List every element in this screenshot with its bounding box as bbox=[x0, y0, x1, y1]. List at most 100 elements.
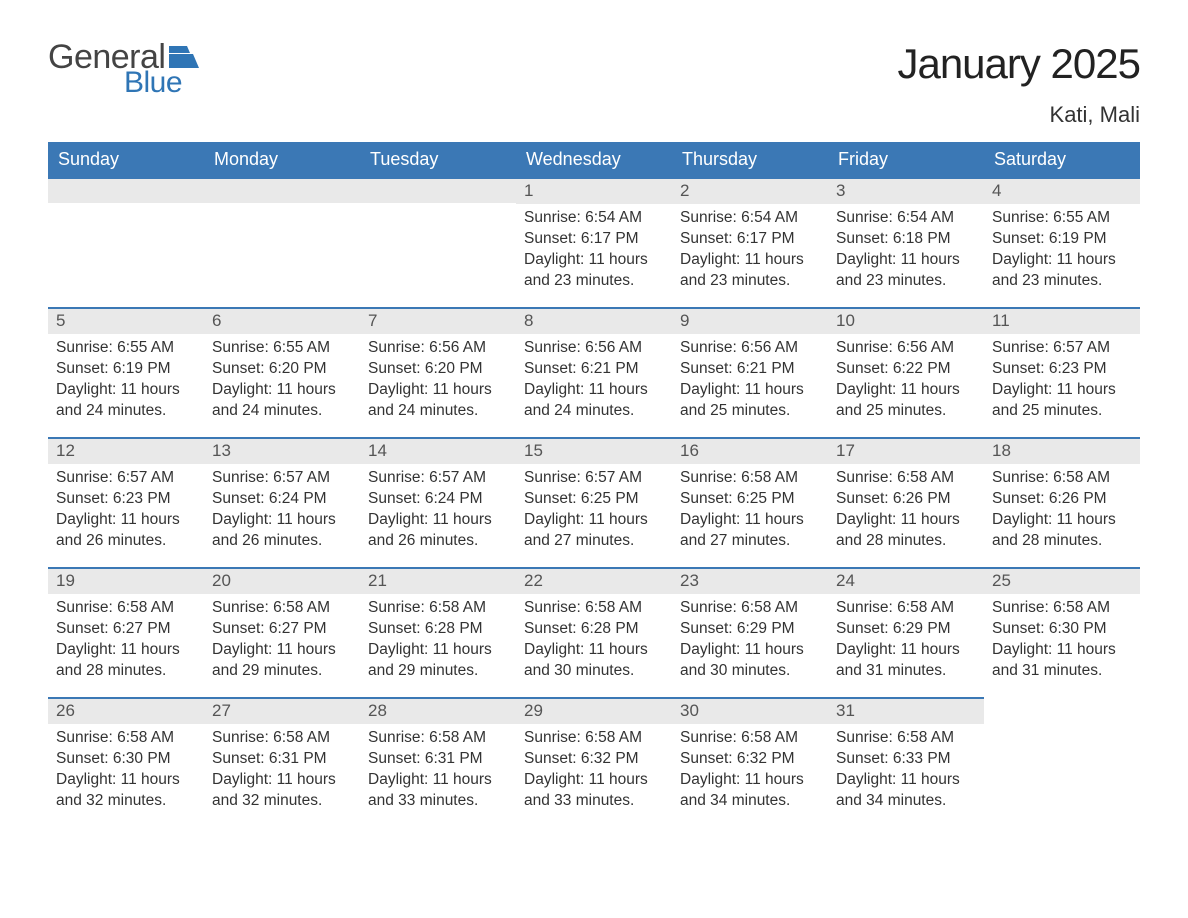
calendar-cell: 13Sunrise: 6:57 AMSunset: 6:24 PMDayligh… bbox=[204, 437, 360, 567]
calendar-week-row: 26Sunrise: 6:58 AMSunset: 6:30 PMDayligh… bbox=[48, 697, 1140, 827]
day-details: Sunrise: 6:54 AMSunset: 6:17 PMDaylight:… bbox=[516, 204, 672, 300]
sunset-line: Sunset: 6:19 PM bbox=[56, 359, 196, 380]
day-details: Sunrise: 6:58 AMSunset: 6:30 PMDaylight:… bbox=[984, 594, 1140, 690]
calendar-cell: 5Sunrise: 6:55 AMSunset: 6:19 PMDaylight… bbox=[48, 307, 204, 437]
day-number: 29 bbox=[516, 697, 672, 724]
day-details: Sunrise: 6:58 AMSunset: 6:25 PMDaylight:… bbox=[672, 464, 828, 560]
empty-daynum-bar bbox=[360, 177, 516, 203]
daylight-line: Daylight: 11 hours and 23 minutes. bbox=[992, 250, 1132, 292]
sunrise-line: Sunrise: 6:58 AM bbox=[836, 728, 976, 749]
sunset-line: Sunset: 6:22 PM bbox=[836, 359, 976, 380]
day-number: 10 bbox=[828, 307, 984, 334]
flag-icon bbox=[169, 46, 199, 68]
daylight-line: Daylight: 11 hours and 27 minutes. bbox=[524, 510, 664, 552]
daylight-line: Daylight: 11 hours and 33 minutes. bbox=[368, 770, 508, 812]
month-title: January 2025 bbox=[897, 40, 1140, 88]
sunrise-line: Sunrise: 6:58 AM bbox=[836, 598, 976, 619]
sunrise-line: Sunrise: 6:58 AM bbox=[524, 728, 664, 749]
day-details: Sunrise: 6:58 AMSunset: 6:33 PMDaylight:… bbox=[828, 724, 984, 820]
day-details: Sunrise: 6:56 AMSunset: 6:22 PMDaylight:… bbox=[828, 334, 984, 430]
sunrise-line: Sunrise: 6:54 AM bbox=[524, 208, 664, 229]
daylight-line: Daylight: 11 hours and 25 minutes. bbox=[680, 380, 820, 422]
day-details: Sunrise: 6:54 AMSunset: 6:18 PMDaylight:… bbox=[828, 204, 984, 300]
calendar-cell: 22Sunrise: 6:58 AMSunset: 6:28 PMDayligh… bbox=[516, 567, 672, 697]
day-number: 21 bbox=[360, 567, 516, 594]
calendar-cell: 8Sunrise: 6:56 AMSunset: 6:21 PMDaylight… bbox=[516, 307, 672, 437]
sunrise-line: Sunrise: 6:57 AM bbox=[368, 468, 508, 489]
calendar-cell bbox=[204, 177, 360, 307]
daylight-line: Daylight: 11 hours and 31 minutes. bbox=[992, 640, 1132, 682]
day-number: 19 bbox=[48, 567, 204, 594]
sunset-line: Sunset: 6:23 PM bbox=[992, 359, 1132, 380]
calendar-cell: 25Sunrise: 6:58 AMSunset: 6:30 PMDayligh… bbox=[984, 567, 1140, 697]
daylight-line: Daylight: 11 hours and 28 minutes. bbox=[836, 510, 976, 552]
sunset-line: Sunset: 6:20 PM bbox=[212, 359, 352, 380]
daylight-line: Daylight: 11 hours and 25 minutes. bbox=[836, 380, 976, 422]
calendar-cell: 18Sunrise: 6:58 AMSunset: 6:26 PMDayligh… bbox=[984, 437, 1140, 567]
day-details: Sunrise: 6:55 AMSunset: 6:20 PMDaylight:… bbox=[204, 334, 360, 430]
day-number: 1 bbox=[516, 177, 672, 204]
day-details: Sunrise: 6:58 AMSunset: 6:32 PMDaylight:… bbox=[516, 724, 672, 820]
daylight-line: Daylight: 11 hours and 26 minutes. bbox=[368, 510, 508, 552]
daylight-line: Daylight: 11 hours and 27 minutes. bbox=[680, 510, 820, 552]
daylight-line: Daylight: 11 hours and 30 minutes. bbox=[680, 640, 820, 682]
day-number: 15 bbox=[516, 437, 672, 464]
day-number: 9 bbox=[672, 307, 828, 334]
day-number: 3 bbox=[828, 177, 984, 204]
sunset-line: Sunset: 6:31 PM bbox=[212, 749, 352, 770]
day-number: 25 bbox=[984, 567, 1140, 594]
sunrise-line: Sunrise: 6:55 AM bbox=[56, 338, 196, 359]
day-number: 13 bbox=[204, 437, 360, 464]
sunset-line: Sunset: 6:31 PM bbox=[368, 749, 508, 770]
daylight-line: Daylight: 11 hours and 32 minutes. bbox=[56, 770, 196, 812]
calendar-week-row: 12Sunrise: 6:57 AMSunset: 6:23 PMDayligh… bbox=[48, 437, 1140, 567]
day-details: Sunrise: 6:57 AMSunset: 6:23 PMDaylight:… bbox=[48, 464, 204, 560]
day-details: Sunrise: 6:58 AMSunset: 6:30 PMDaylight:… bbox=[48, 724, 204, 820]
day-number: 31 bbox=[828, 697, 984, 724]
sunset-line: Sunset: 6:24 PM bbox=[368, 489, 508, 510]
sunset-line: Sunset: 6:17 PM bbox=[680, 229, 820, 250]
day-details: Sunrise: 6:57 AMSunset: 6:25 PMDaylight:… bbox=[516, 464, 672, 560]
day-details: Sunrise: 6:54 AMSunset: 6:17 PMDaylight:… bbox=[672, 204, 828, 300]
day-details: Sunrise: 6:56 AMSunset: 6:21 PMDaylight:… bbox=[516, 334, 672, 430]
day-number: 23 bbox=[672, 567, 828, 594]
sunset-line: Sunset: 6:17 PM bbox=[524, 229, 664, 250]
day-number: 30 bbox=[672, 697, 828, 724]
calendar-table: SundayMondayTuesdayWednesdayThursdayFrid… bbox=[48, 142, 1140, 827]
day-details: Sunrise: 6:58 AMSunset: 6:31 PMDaylight:… bbox=[204, 724, 360, 820]
daylight-line: Daylight: 11 hours and 24 minutes. bbox=[56, 380, 196, 422]
sunset-line: Sunset: 6:32 PM bbox=[524, 749, 664, 770]
calendar-cell: 12Sunrise: 6:57 AMSunset: 6:23 PMDayligh… bbox=[48, 437, 204, 567]
daylight-line: Daylight: 11 hours and 24 minutes. bbox=[524, 380, 664, 422]
daylight-line: Daylight: 11 hours and 34 minutes. bbox=[836, 770, 976, 812]
day-details: Sunrise: 6:55 AMSunset: 6:19 PMDaylight:… bbox=[48, 334, 204, 430]
header: General Blue January 2025 Kati, Mali bbox=[48, 40, 1140, 136]
sunset-line: Sunset: 6:29 PM bbox=[680, 619, 820, 640]
daylight-line: Daylight: 11 hours and 32 minutes. bbox=[212, 770, 352, 812]
calendar-cell: 17Sunrise: 6:58 AMSunset: 6:26 PMDayligh… bbox=[828, 437, 984, 567]
calendar-cell bbox=[48, 177, 204, 307]
sunset-line: Sunset: 6:26 PM bbox=[992, 489, 1132, 510]
day-details: Sunrise: 6:56 AMSunset: 6:20 PMDaylight:… bbox=[360, 334, 516, 430]
calendar-week-row: 5Sunrise: 6:55 AMSunset: 6:19 PMDaylight… bbox=[48, 307, 1140, 437]
daylight-line: Daylight: 11 hours and 31 minutes. bbox=[836, 640, 976, 682]
day-details: Sunrise: 6:56 AMSunset: 6:21 PMDaylight:… bbox=[672, 334, 828, 430]
sunset-line: Sunset: 6:30 PM bbox=[992, 619, 1132, 640]
day-number: 2 bbox=[672, 177, 828, 204]
day-details: Sunrise: 6:57 AMSunset: 6:23 PMDaylight:… bbox=[984, 334, 1140, 430]
sunrise-line: Sunrise: 6:58 AM bbox=[524, 598, 664, 619]
day-number: 26 bbox=[48, 697, 204, 724]
calendar-cell: 30Sunrise: 6:58 AMSunset: 6:32 PMDayligh… bbox=[672, 697, 828, 827]
day-details: Sunrise: 6:58 AMSunset: 6:32 PMDaylight:… bbox=[672, 724, 828, 820]
sunset-line: Sunset: 6:18 PM bbox=[836, 229, 976, 250]
calendar-header-row: SundayMondayTuesdayWednesdayThursdayFrid… bbox=[48, 142, 1140, 177]
day-details: Sunrise: 6:57 AMSunset: 6:24 PMDaylight:… bbox=[360, 464, 516, 560]
calendar-cell: 26Sunrise: 6:58 AMSunset: 6:30 PMDayligh… bbox=[48, 697, 204, 827]
day-details: Sunrise: 6:58 AMSunset: 6:27 PMDaylight:… bbox=[204, 594, 360, 690]
sunset-line: Sunset: 6:24 PM bbox=[212, 489, 352, 510]
sunset-line: Sunset: 6:33 PM bbox=[836, 749, 976, 770]
day-details: Sunrise: 6:58 AMSunset: 6:28 PMDaylight:… bbox=[360, 594, 516, 690]
sunrise-line: Sunrise: 6:58 AM bbox=[212, 728, 352, 749]
weekday-header: Sunday bbox=[48, 142, 204, 177]
weekday-header: Tuesday bbox=[360, 142, 516, 177]
